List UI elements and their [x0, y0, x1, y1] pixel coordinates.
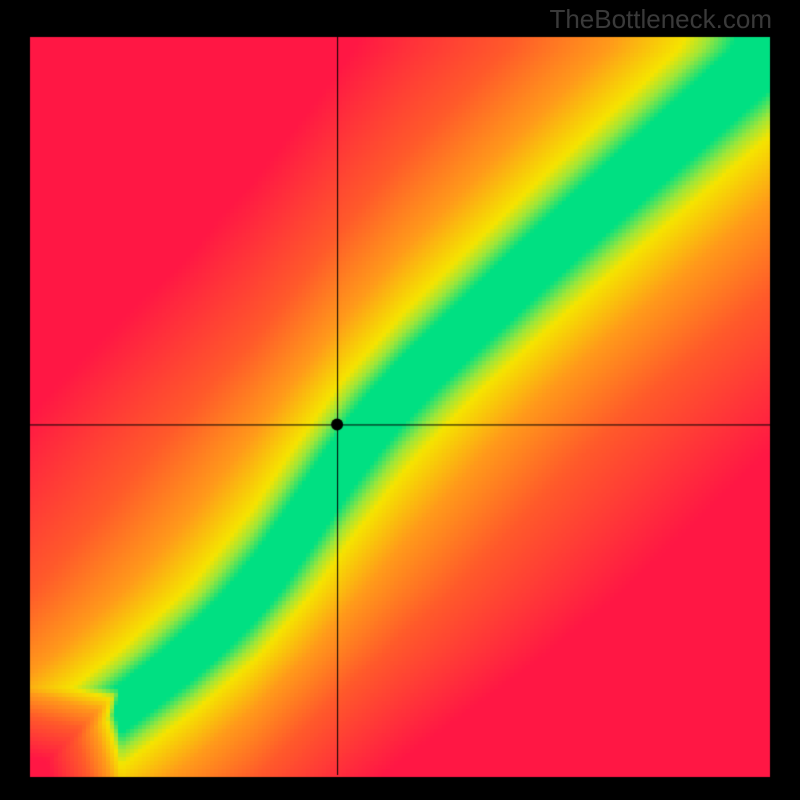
- bottleneck-heatmap-canvas: [0, 0, 800, 800]
- watermark-text: TheBottleneck.com: [549, 4, 772, 35]
- chart-container: { "canvas": { "width": 800, "height": 80…: [0, 0, 800, 800]
